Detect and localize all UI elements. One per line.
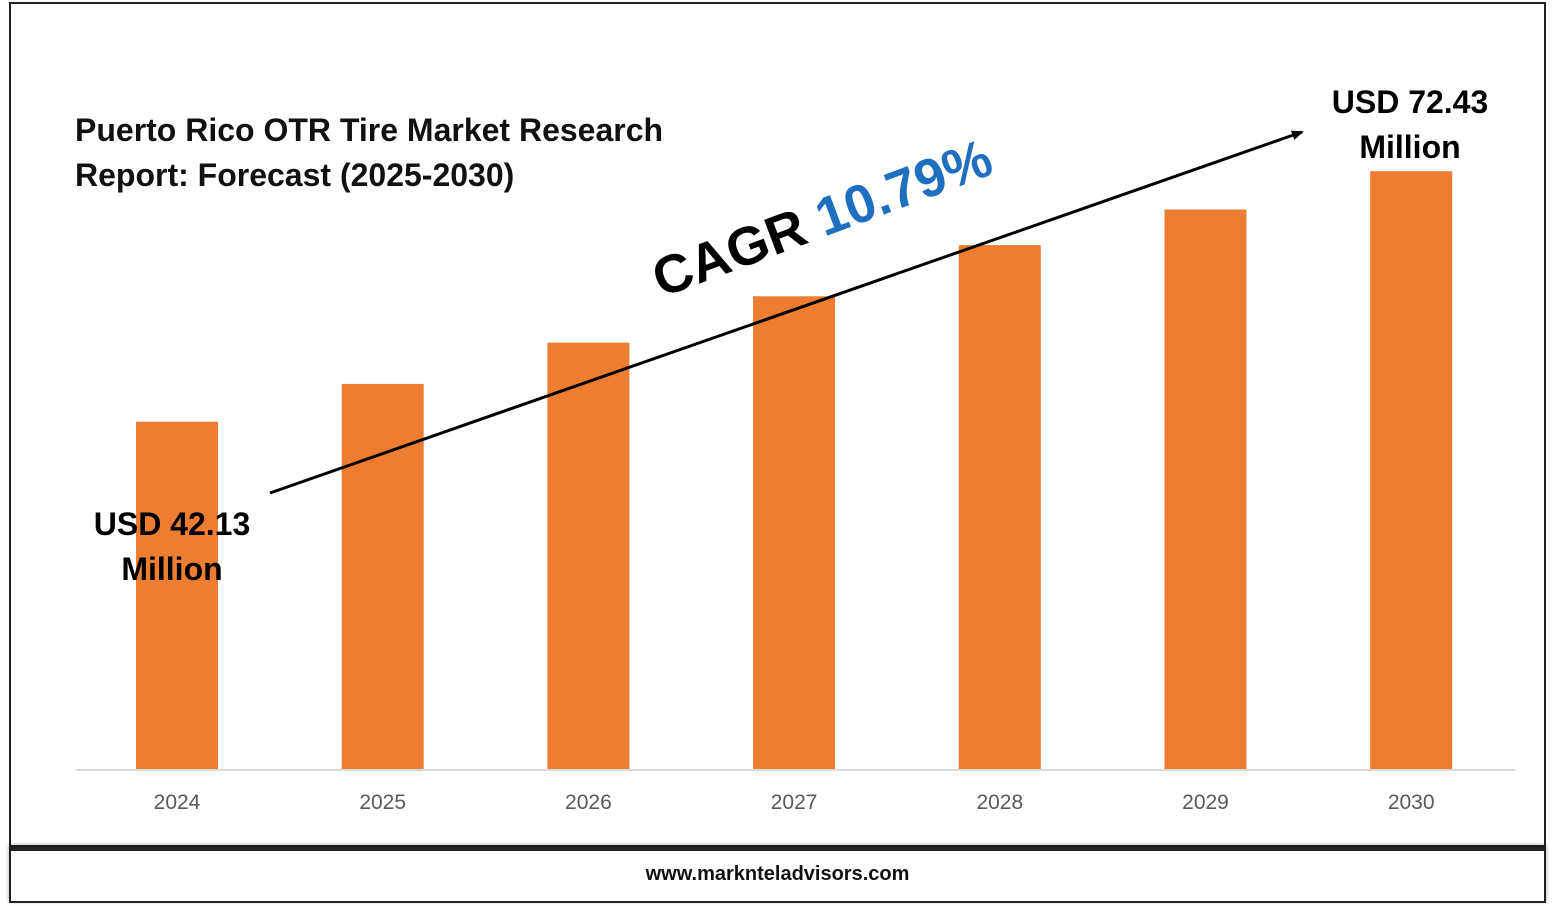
start-value-callout: USD 42.13 Million <box>52 502 292 592</box>
bar-2027 <box>753 296 836 770</box>
footer-website-link[interactable]: www.marknteladvisors.com <box>645 863 910 885</box>
x-tick-label-2030: 2030 <box>1388 791 1435 814</box>
end-value-amount: USD 72.43 <box>1331 84 1489 120</box>
trend-arrow <box>269 130 1304 495</box>
start-value-amount: USD 42.13 <box>93 506 251 542</box>
bar-2026 <box>547 342 630 770</box>
bar-2024 <box>136 421 218 770</box>
bar-2028 <box>958 245 1041 771</box>
x-tick-label-2026: 2026 <box>565 791 612 814</box>
start-value-unit: Million <box>121 551 223 587</box>
x-tick-label-2024: 2024 <box>154 791 201 814</box>
bar-chart: 2024 2025 2026 2027 2028 2029 2030 <box>75 130 1515 814</box>
end-value-callout: USD 72.43 Million <box>1290 80 1530 170</box>
x-tick-label-2028: 2028 <box>976 791 1023 814</box>
x-tick-label-2025: 2025 <box>359 791 406 814</box>
bar-2025 <box>341 383 424 770</box>
footer-bar: www.marknteladvisors.com <box>9 847 1546 903</box>
bar-2029 <box>1164 209 1247 770</box>
bar-2030 <box>1370 171 1453 770</box>
end-value-unit: Million <box>1359 129 1461 165</box>
chart-title: Puerto Rico OTR Tire Market Research Rep… <box>75 112 664 193</box>
x-tick-label-2027: 2027 <box>771 791 818 814</box>
x-tick-label-2029: 2029 <box>1182 791 1229 814</box>
